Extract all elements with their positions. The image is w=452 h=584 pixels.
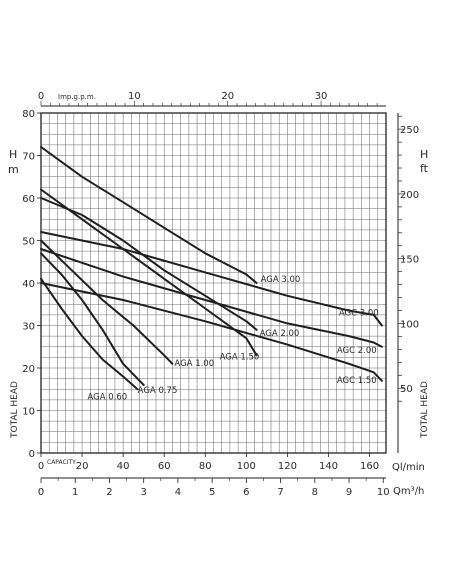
right-tick-label: 250	[400, 125, 419, 136]
y-tick-label: 0	[29, 449, 35, 460]
pump-curve-line	[40, 146, 258, 284]
curve-label: AGC 3.00	[339, 309, 379, 319]
x-tick-label: 100	[237, 461, 256, 472]
y-tick-label: 20	[22, 364, 35, 375]
left-unit-h: H	[9, 148, 17, 161]
chart-grid	[40, 112, 387, 454]
y-tick-label: 70	[22, 152, 35, 163]
chart-axes	[37, 101, 405, 483]
x-tick-label: 140	[319, 461, 338, 472]
curve-label: AGA 3.00	[261, 275, 301, 285]
pump-curve-line	[40, 239, 174, 365]
pump-curves	[40, 146, 383, 391]
y-tick-label: 30	[22, 322, 35, 333]
top-tick-label: 10	[128, 91, 141, 102]
capacity-label: CAPACITY	[47, 459, 76, 466]
x-axis-unit: Ql/min	[392, 462, 425, 473]
y-tick-label: 60	[22, 194, 35, 205]
x-tick-label: 60	[158, 461, 171, 472]
pump-curve-line	[40, 188, 258, 357]
m3h-tick-label: 9	[346, 487, 352, 498]
m3h-tick-label: 1	[72, 487, 78, 498]
curve-label: AGA 0.75	[138, 386, 178, 396]
m3h-tick-label: 7	[277, 487, 283, 498]
curve-label: AGA 1.00	[174, 359, 214, 369]
x-tick-label: 0	[38, 461, 44, 472]
right-unit-h: H	[420, 148, 428, 161]
left-unit-m: m	[8, 163, 19, 176]
y-tick-label: 80	[22, 109, 35, 120]
right-unit-ft: ft	[420, 162, 429, 175]
pump-curve-line	[40, 252, 145, 386]
m3h-tick-label: 10	[377, 487, 390, 498]
m3h-tick-label: 5	[209, 487, 215, 498]
pump-curve-line	[40, 197, 258, 331]
m3h-tick-label: 3	[140, 487, 146, 498]
pump-curve-line	[40, 231, 383, 327]
top-axis-unit: Imp.g.p.m.	[58, 93, 96, 101]
y-tick-label: 40	[22, 279, 35, 290]
y-tick-label: 50	[22, 237, 35, 248]
x-tick-label: 160	[360, 461, 379, 472]
x-tick-label: 120	[278, 461, 297, 472]
top-tick-label: 30	[315, 91, 328, 102]
curve-label: AGA 0.60	[88, 392, 128, 402]
x-tick-label: 40	[117, 461, 130, 472]
right-tick-label: 100	[400, 319, 419, 330]
right-tick-label: 200	[400, 190, 419, 201]
m3h-tick-label: 2	[106, 487, 112, 498]
m3h-tick-label: 6	[243, 487, 249, 498]
curve-label: AGA 1.50	[220, 352, 260, 362]
m3h-tick-label: 8	[312, 487, 318, 498]
right-axis-title: TOTAL HEAD	[420, 381, 430, 439]
y-tick-label: 10	[22, 407, 35, 418]
x-tick-label: 20	[76, 461, 89, 472]
left-axis-title: TOTAL HEAD	[10, 381, 20, 439]
curve-label: AGC 2.00	[337, 346, 377, 356]
curve-label: AGC 1.50	[337, 376, 377, 386]
top-tick-label: 20	[221, 91, 234, 102]
pump-curve-line	[40, 277, 139, 391]
x-tick-label: 80	[199, 461, 212, 472]
curve-label: AGA 2.00	[260, 329, 300, 339]
m3h-tick-label: 0	[38, 487, 44, 498]
m3h-tick-label: 4	[175, 487, 181, 498]
right-tick-label: 50	[400, 384, 413, 395]
top-tick-label: 0	[38, 91, 44, 102]
pump-curve-line	[40, 248, 383, 348]
m3h-axis-unit: Qm³/h	[393, 486, 424, 497]
right-tick-label: 150	[400, 255, 419, 266]
pump-curve-line	[40, 282, 383, 382]
